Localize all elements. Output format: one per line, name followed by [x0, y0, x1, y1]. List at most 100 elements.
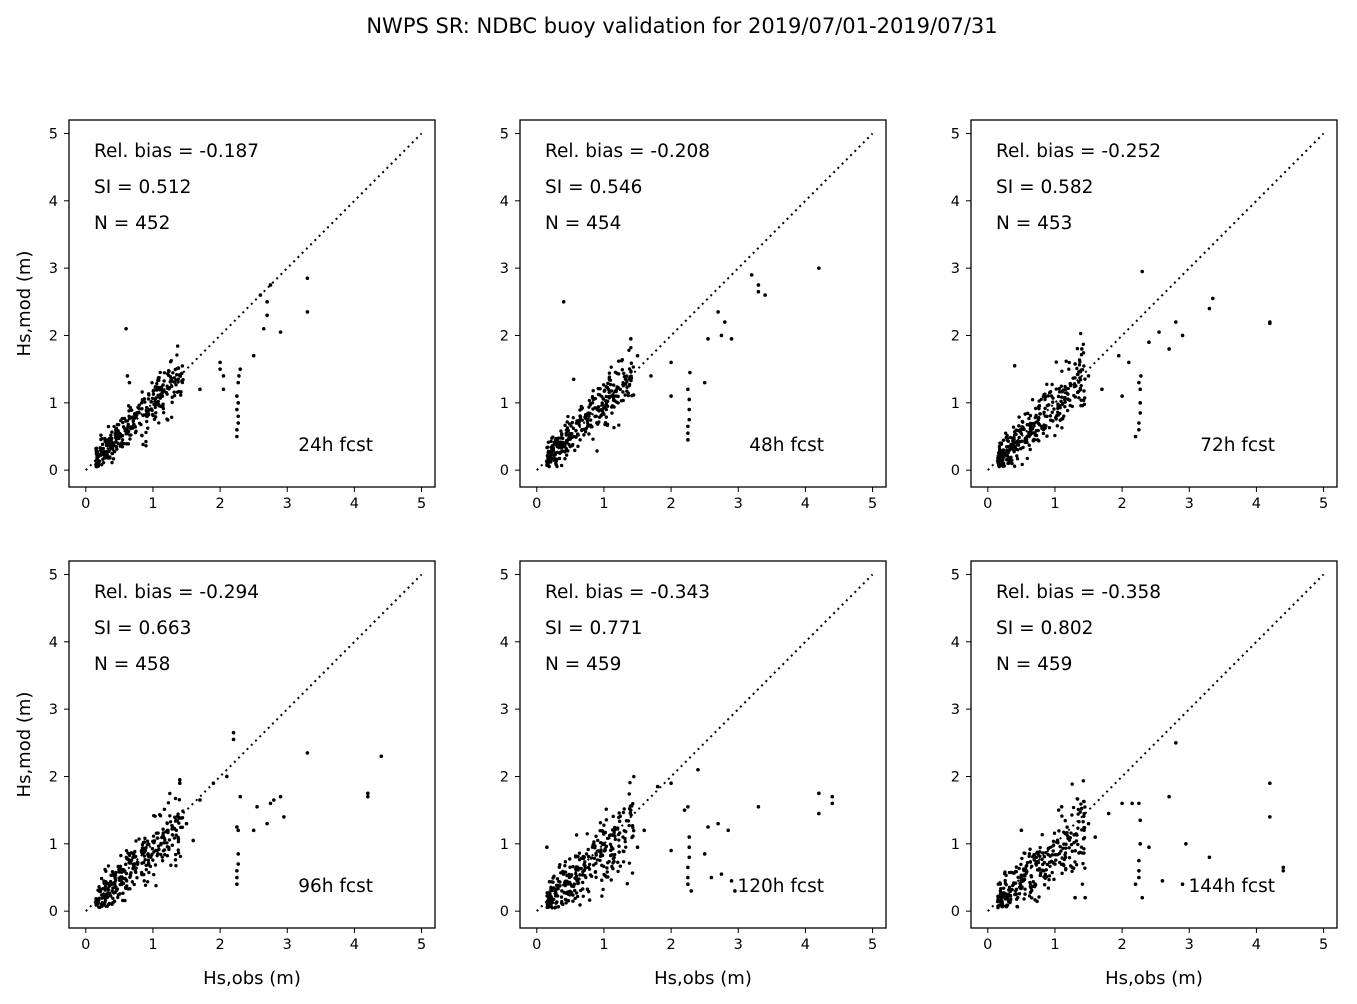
data-point [591, 407, 595, 411]
x-tick-label: 2 [666, 496, 675, 512]
data-point [1030, 397, 1035, 402]
axes-frame [68, 119, 436, 488]
y-tick-label: 4 [49, 194, 58, 210]
data-point [566, 414, 570, 419]
data-point [687, 407, 692, 412]
data-point [122, 868, 126, 873]
data-point [553, 452, 558, 457]
y-tick-label: 3 [500, 702, 509, 718]
data-point [616, 832, 621, 837]
data-point [1015, 448, 1020, 452]
data-point [669, 848, 673, 853]
panels: 0 1 2 3 4 5 0 1 2 3 4 5 Rel. bias = -0.187 SI = 0.512… [14, 119, 1338, 989]
data-point [1057, 860, 1062, 865]
x-tick-label: 3 [734, 937, 743, 953]
data-point [128, 426, 133, 431]
data-point [1079, 807, 1084, 811]
data-point [1031, 438, 1036, 442]
data-point [1030, 422, 1035, 426]
data-point [1023, 887, 1027, 891]
data-point [686, 424, 690, 429]
data-point [109, 444, 113, 449]
data-point [582, 862, 586, 867]
data-point [1017, 891, 1022, 896]
data-point [160, 859, 165, 863]
data-point [1043, 872, 1048, 877]
data-point [622, 849, 626, 854]
x-tick-label: 4 [1252, 937, 1261, 953]
data-point [621, 390, 625, 394]
data-point [589, 874, 594, 879]
data-point [620, 358, 624, 362]
data-point [1073, 395, 1078, 399]
data-point [154, 883, 158, 888]
data-point [133, 416, 137, 420]
data-point [165, 392, 169, 396]
data-point [559, 871, 563, 875]
data-point [623, 377, 628, 381]
data-point [238, 794, 243, 799]
data-point [626, 393, 631, 398]
y-axis-label: Hs,mod (m) [14, 692, 35, 798]
data-point [101, 457, 105, 461]
data-point [1028, 890, 1033, 895]
x-axis-label: Hs,obs (m) [1105, 968, 1203, 989]
data-point [1034, 413, 1038, 418]
x-axis-label: Hs,obs (m) [654, 968, 752, 989]
data-point [1022, 897, 1026, 901]
data-point [268, 283, 273, 287]
data-point [606, 399, 610, 403]
data-point [600, 853, 605, 858]
x-tick-label: 3 [283, 496, 292, 512]
data-point [1036, 428, 1040, 433]
data-point [134, 429, 138, 433]
data-point [1078, 850, 1082, 855]
data-point [1077, 396, 1081, 400]
data-point [583, 866, 587, 870]
data-point [602, 823, 606, 827]
data-point [568, 857, 572, 861]
data-point [136, 405, 140, 409]
data-point [126, 851, 130, 855]
data-point [105, 441, 109, 445]
data-point [624, 845, 628, 849]
data-point [143, 883, 148, 887]
data-point [565, 890, 570, 894]
x-tick-label: 4 [801, 937, 810, 953]
data-point [611, 398, 616, 402]
data-point [612, 425, 616, 430]
data-point [231, 730, 236, 735]
data-point [1007, 885, 1012, 889]
y-tick-label: 2 [49, 328, 58, 344]
data-point [1210, 296, 1215, 301]
data-point [999, 903, 1003, 908]
data-point [1004, 457, 1009, 462]
data-point [567, 875, 572, 880]
data-point [577, 857, 582, 862]
data-point [133, 849, 137, 854]
data-point [1063, 818, 1067, 823]
data-point [1057, 829, 1061, 833]
forecast-label: 72h fcst [1200, 435, 1275, 456]
data-point [98, 889, 103, 894]
data-point [999, 459, 1003, 463]
data-point [1019, 862, 1023, 867]
data-point [605, 870, 609, 874]
data-point [1075, 346, 1080, 351]
stat-annotation: Rel. bias = -0.252 [996, 141, 1161, 162]
data-point [576, 444, 580, 449]
point-cloud [94, 344, 185, 469]
data-point [617, 423, 621, 427]
data-point [590, 396, 595, 400]
data-point [617, 811, 621, 815]
data-point [586, 424, 590, 428]
data-point [1011, 439, 1015, 443]
x-tick-label: 1 [1050, 496, 1059, 512]
data-point [552, 897, 556, 901]
data-point [124, 848, 129, 853]
data-point [1070, 869, 1074, 873]
data-point [1043, 397, 1047, 402]
data-point [144, 863, 148, 868]
data-point [1075, 366, 1079, 371]
data-point [1027, 854, 1031, 858]
